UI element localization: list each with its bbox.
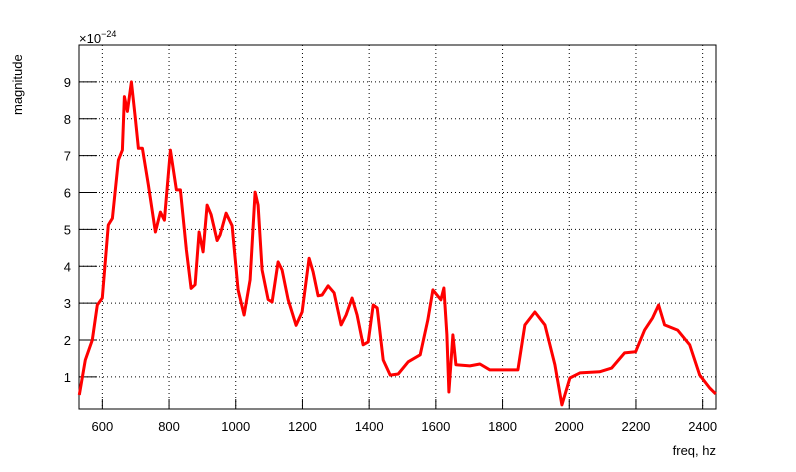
data-line	[77, 80, 717, 407]
y-tick-label: 2	[64, 333, 71, 348]
x-tick-label: 1600	[421, 419, 450, 434]
plot-frame	[78, 44, 717, 410]
multiplier-base: ×10	[79, 31, 101, 46]
y-tick-label: 5	[64, 222, 71, 237]
y-axis-label: magnitude	[10, 54, 25, 115]
x-axis-label: freq, hz	[673, 443, 716, 458]
x-tick-label: 1800	[488, 419, 517, 434]
y-tick-label: 8	[64, 112, 71, 127]
y-tick-label: 4	[64, 259, 71, 274]
x-tick-label: 1000	[221, 419, 250, 434]
x-tick-label: 1400	[355, 419, 384, 434]
x-tick-label: 800	[158, 419, 180, 434]
y-tick-label: 9	[64, 75, 71, 90]
multiplier-exponent: −24	[101, 29, 116, 39]
x-tick-label: 2000	[555, 419, 584, 434]
x-tick-label: 1200	[288, 419, 317, 434]
y-tick-label: 1	[64, 370, 71, 385]
y-multiplier: ×10−24	[79, 29, 116, 46]
y-tick-label: 3	[64, 296, 71, 311]
x-tick-label: 2200	[621, 419, 650, 434]
x-tick-label: 2400	[688, 419, 717, 434]
x-tick-label: 600	[91, 419, 113, 434]
y-tick-label: 6	[64, 186, 71, 201]
y-tick-label: 7	[64, 149, 71, 164]
